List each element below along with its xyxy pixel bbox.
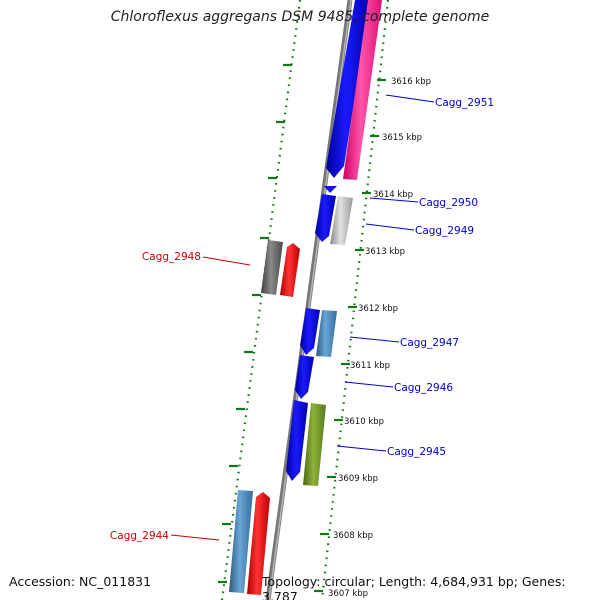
tick-label: 3609 kbp [338,474,378,484]
tick-label: 3608 kbp [333,531,373,541]
gene-label-cagg-2951[interactable]: Cagg_2951 [435,97,494,109]
tick-label: 3613 kbp [365,247,405,257]
right-tick-track [320,0,390,600]
tick-label: 3611 kbp [350,361,390,371]
gene-cagg-2949[interactable] [330,196,353,245]
genome-title: Chloroflexus aggregans DSM 9485, complet… [110,9,490,25]
label-leaders [170,94,435,541]
gene-label-cagg-2947[interactable]: Cagg_2947 [400,337,459,349]
tick-label: 3612 kbp [358,304,398,314]
gene-cagg-2951[interactable] [326,0,370,178]
accession-label: Accession: NC_011831 [9,574,152,589]
gene-label-cagg-2945[interactable]: Cagg_2945 [387,446,446,458]
gene-label-cagg-2946[interactable]: Cagg_2946 [394,382,453,394]
genome-backbone [265,0,353,600]
gene-pink-forward[interactable] [343,0,382,180]
topology-label: Topology: circular; Length: 4,684,931 bp… [262,574,566,600]
gene-steel-2944[interactable] [229,490,253,593]
left-tick-track [220,0,302,600]
gene-cagg-2947[interactable] [300,308,320,355]
tick-label: 3610 kbp [344,417,384,427]
tick-label: 3614 kbp [373,190,413,200]
gene-steel-2947[interactable] [316,310,337,357]
gene-cagg-2948[interactable] [280,243,300,297]
tick-label: 3615 kbp [382,133,422,143]
gene-label-cagg-2944[interactable]: Cagg_2944 [110,530,169,542]
gene-label-cagg-2950[interactable]: Cagg_2950 [419,197,478,209]
genome-backbone-highlight [268,0,352,600]
gene-label-cagg-2948[interactable]: Cagg_2948 [142,251,201,263]
gene-olive-2945[interactable] [303,403,326,486]
left-major-ticks [218,63,292,584]
gene-cagg-2944[interactable] [247,492,270,595]
right-major-ticks [314,78,386,593]
gene-cagg-2945[interactable] [286,400,308,481]
gene-cagg-2946[interactable] [295,355,314,399]
gene-cagg-2950[interactable] [315,194,336,242]
tick-label: 3616 kbp [391,77,431,87]
gene-cagg-2948-gray[interactable] [261,240,283,295]
gene-label-cagg-2949[interactable]: Cagg_2949 [415,225,474,237]
gene-cagg-2950-head[interactable] [324,186,337,193]
tick-label: 3607 kbp [328,589,368,599]
